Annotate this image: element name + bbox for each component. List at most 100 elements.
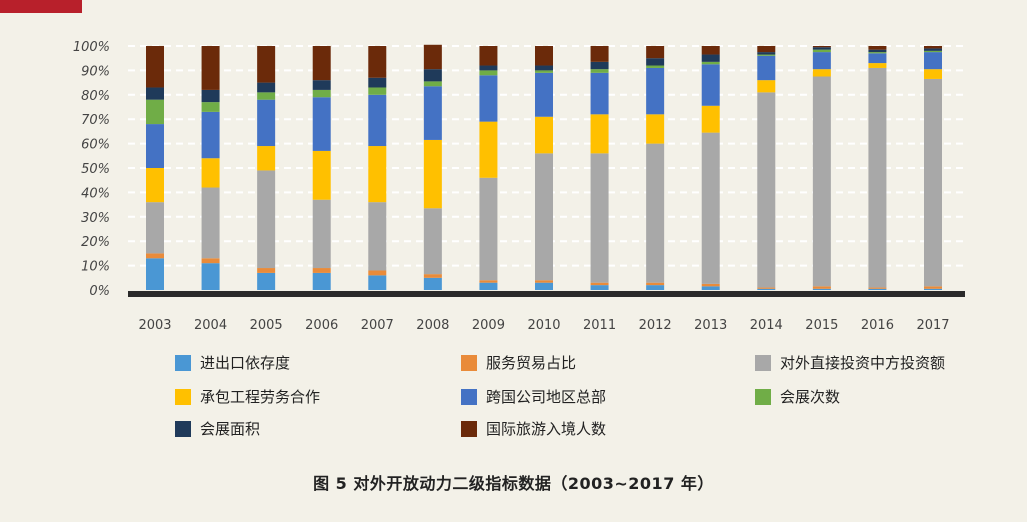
- bar-segment: [924, 69, 942, 79]
- legend-label: 跨国公司地区总部: [486, 388, 607, 406]
- bar-segment: [423, 44, 442, 70]
- y-tick-label: 100%: [73, 40, 110, 55]
- bar-segment: [368, 202, 387, 271]
- bar-segment: [423, 86, 442, 140]
- bar-segment: [257, 268, 276, 273]
- x-tick-label: 2012: [639, 318, 672, 333]
- bar-segment: [868, 52, 887, 54]
- x-tick-label: 2003: [138, 318, 171, 333]
- x-tick-label: 2016: [861, 318, 894, 333]
- bar-segment: [201, 158, 220, 188]
- x-tick-label: 2014: [750, 318, 783, 333]
- bar-segment: [257, 146, 276, 171]
- bar-segment: [812, 49, 831, 53]
- bar-segment: [312, 268, 331, 273]
- bar-segment: [479, 177, 498, 281]
- bar-segment: [146, 124, 164, 168]
- bar-segment: [646, 46, 665, 59]
- legend-item: 对外直接投资中方投资额: [755, 352, 945, 373]
- bar-segment: [423, 277, 442, 290]
- bar-segment: [535, 282, 553, 290]
- bar-segment: [812, 52, 831, 70]
- bar-segment: [312, 199, 331, 269]
- bar-segment: [257, 99, 276, 147]
- legend-label: 承包工程劳务合作: [200, 388, 321, 406]
- bar-segment: [757, 80, 776, 93]
- y-tick-label: 50%: [81, 162, 110, 177]
- bar-segment: [201, 89, 220, 103]
- bar-segment: [757, 287, 776, 289]
- x-axis-baseline: [128, 291, 965, 297]
- bar-segment: [257, 272, 276, 290]
- bar-segment: [201, 46, 220, 90]
- bar-segment: [535, 65, 553, 71]
- bar-segment: [701, 286, 720, 290]
- bar-segment: [868, 53, 887, 64]
- bar-segment: [146, 46, 164, 88]
- x-tick-label: 2004: [194, 318, 227, 333]
- bar-segment: [757, 92, 776, 288]
- legend-item: 会展面积: [175, 418, 260, 439]
- x-tick-label: 2011: [583, 318, 616, 333]
- bar-segment: [368, 77, 387, 88]
- bar-segment: [479, 75, 498, 122]
- bar-segment: [146, 87, 164, 100]
- bar-segment: [590, 61, 609, 70]
- bar-segment: [590, 114, 609, 154]
- bar-segment: [757, 55, 776, 81]
- bar-segment: [146, 99, 164, 125]
- bar-segment: [368, 275, 387, 290]
- bar-segment: [868, 46, 887, 50]
- bar-segment: [201, 258, 220, 264]
- bar-segment: [812, 69, 831, 77]
- legend-swatch: [755, 354, 771, 371]
- bar-segment: [146, 202, 164, 254]
- legend-item: 会展次数: [755, 386, 840, 407]
- bar-segment: [590, 285, 609, 290]
- x-tick-label: 2009: [472, 318, 505, 333]
- bar-segment: [646, 114, 665, 144]
- bar-segment: [757, 52, 776, 55]
- x-tick-label: 2013: [694, 318, 727, 333]
- legend-label: 会展面积: [200, 420, 261, 438]
- legend-label: 对外直接投资中方投资额: [780, 354, 946, 372]
- bar-segment: [201, 263, 220, 290]
- bar-segment: [590, 69, 609, 73]
- stacked-bar-chart: 0% 10% 20% 30% 40% 50% 60% 70% 80% 90% 100% 2003 200…: [73, 40, 965, 333]
- bar-segment: [924, 46, 942, 49]
- bar-segment: [479, 280, 498, 283]
- bar-segment: [312, 46, 331, 81]
- bar-segment: [479, 70, 498, 76]
- legend-swatch: [461, 388, 477, 405]
- chart-legend: 进出口依存度 服务贸易占比 对外直接投资中方投资额 承包工程劳务合作 跨国公司地区总部会…: [175, 352, 975, 452]
- bar-segment: [646, 58, 665, 66]
- bar-segment: [312, 97, 331, 151]
- bar-segment: [368, 87, 387, 95]
- y-tick-label: 90%: [81, 64, 110, 79]
- y-tick-label: 0%: [89, 284, 110, 299]
- bar-segment: [146, 253, 164, 259]
- legend-item: 服务贸易占比: [461, 352, 576, 373]
- bar-segment: [701, 105, 720, 133]
- bar-segment: [757, 288, 776, 290]
- bar-segment: [535, 72, 553, 117]
- bar-segment: [868, 287, 887, 289]
- legend-label: 会展次数: [780, 388, 841, 406]
- bar-segment: [257, 92, 276, 100]
- bar-segment: [701, 132, 720, 284]
- bar-segment: [868, 288, 887, 290]
- bar-segment: [257, 170, 276, 269]
- bar-segment: [868, 63, 887, 68]
- bar-segment: [201, 187, 220, 259]
- y-tick-label: 70%: [81, 113, 110, 128]
- legend-label: 服务贸易占比: [486, 354, 577, 372]
- legend-swatch: [755, 388, 771, 405]
- bar-segment: [646, 282, 665, 286]
- legend-swatch: [175, 388, 191, 405]
- bar-segment: [257, 82, 276, 93]
- x-tick-label: 2005: [250, 318, 283, 333]
- bar-segment: [701, 46, 720, 55]
- bar-segment: [146, 258, 164, 290]
- bar-segment: [590, 72, 609, 115]
- bar-segment: [423, 274, 442, 278]
